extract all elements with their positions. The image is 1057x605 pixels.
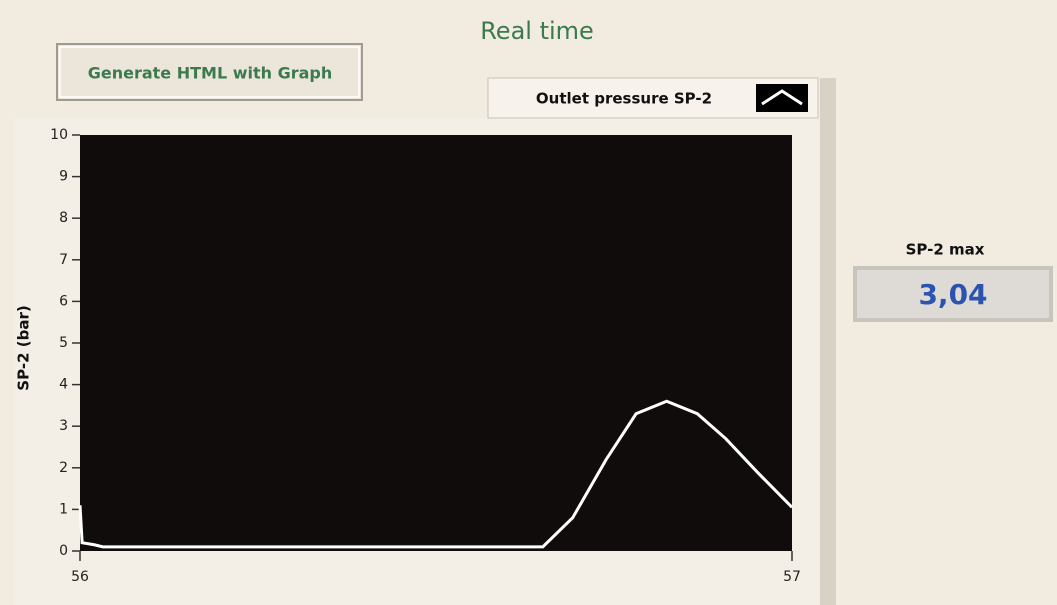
- series-line: [78, 399, 794, 549]
- y-tick-label: 0: [59, 543, 68, 559]
- y-tick-label: 3: [59, 418, 68, 434]
- y-tick-label: 5: [59, 335, 68, 351]
- button[interactable]: Generate HTML with Graph: [56, 43, 363, 101]
- plot-area: [80, 135, 792, 551]
- title: Real time: [480, 17, 594, 45]
- y-tick-label: 10: [50, 127, 68, 143]
- indicator-value: 3,04: [918, 278, 987, 311]
- y-tick-label: 1: [59, 501, 68, 517]
- y-tick-label: 9: [59, 169, 68, 185]
- indicator-label: SP-2 max: [906, 241, 985, 259]
- button-bevel: [59, 46, 360, 98]
- indicator-field: [857, 270, 1049, 318]
- x-tick-label: 56: [71, 569, 89, 585]
- button-label[interactable]: Generate HTML with Graph: [88, 64, 333, 83]
- legend-swatch: [756, 84, 808, 112]
- graph-scroll-edge: [820, 78, 836, 605]
- button-frame[interactable]: [56, 43, 363, 101]
- y-tick-label: 7: [59, 252, 68, 268]
- y-axis-label: SP-2 (bar): [15, 305, 33, 390]
- legend-swatch-line: [761, 89, 803, 106]
- y-tick-label: 8: [59, 210, 68, 226]
- y-tick-label: 6: [59, 293, 68, 309]
- y-tick-label: 2: [59, 460, 68, 476]
- y-tick-label: 4: [59, 377, 68, 393]
- x-tick-label: 57: [783, 569, 801, 585]
- legend-label: Outlet pressure SP-2: [536, 90, 712, 108]
- legend: Outlet pressure SP-2: [487, 77, 819, 119]
